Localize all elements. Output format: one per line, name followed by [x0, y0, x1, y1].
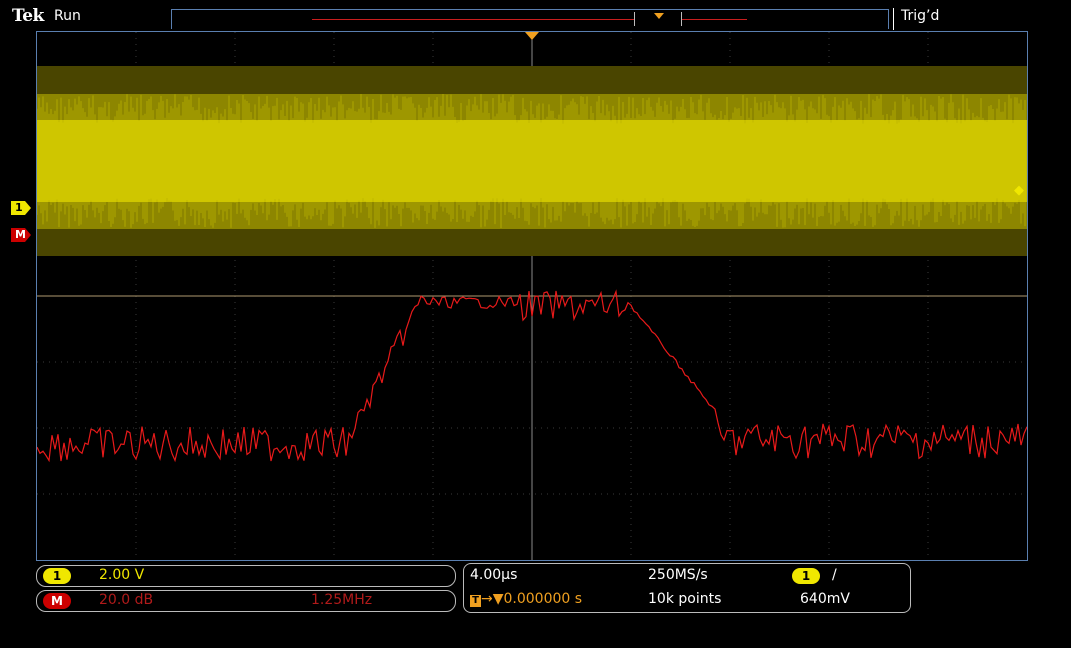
- record-line: [312, 19, 747, 20]
- math-span: 1.25MHz: [311, 592, 373, 608]
- math-ground-marker[interactable]: M: [11, 228, 31, 242]
- record-window-bracket[interactable]: [634, 12, 682, 26]
- waveform-display: [37, 32, 1027, 560]
- brand-logo: Tek: [12, 6, 44, 26]
- run-state[interactable]: Run: [54, 8, 81, 24]
- graticule: [36, 31, 1028, 561]
- horizontal-delay: T →▼0.000000 s: [470, 591, 582, 607]
- trigger-t-icon: T: [470, 595, 481, 607]
- math-scale: 20.0 dB: [99, 592, 154, 608]
- record-view-bar[interactable]: [171, 9, 889, 29]
- ch1-readout[interactable]: 1 2.00 V: [36, 565, 456, 587]
- ch1-noise-texture: [37, 94, 1026, 228]
- ch1-scale: 2.00 V: [99, 567, 145, 583]
- horizontal-readout-panel[interactable]: 4.00µs 250MS/s 1 / T →▼0.000000 s 10k poi…: [463, 563, 911, 613]
- vertical-readout-panel: 1 2.00 V M 20.0 dB 1.25MHz: [36, 565, 461, 613]
- trigger-position-icon: [654, 13, 664, 19]
- channel1-ground-marker[interactable]: 1: [11, 201, 31, 215]
- math-badge: M: [43, 593, 71, 609]
- delay-value: →▼0.000000 s: [481, 591, 583, 607]
- trigger-state: Trig’d: [893, 8, 1013, 30]
- sample-rate: 250MS/s: [648, 567, 708, 583]
- trigger-level: 640mV: [800, 591, 850, 607]
- status-bar: Tek Run Trig’d: [0, 0, 1071, 30]
- trigger-source-badge: 1: [792, 568, 820, 584]
- time-per-div: 4.00µs: [470, 567, 518, 583]
- ch1-noise-band-core: [37, 120, 1027, 202]
- trigger-level-marker-icon[interactable]: ◆: [1014, 183, 1024, 198]
- trigger-position-marker-icon[interactable]: [525, 32, 539, 40]
- math-fft-trace: [37, 289, 1027, 463]
- record-length: 10k points: [648, 591, 722, 607]
- trigger-slope-icon: /: [832, 567, 837, 583]
- ch1-badge: 1: [43, 568, 71, 584]
- math-readout[interactable]: M 20.0 dB 1.25MHz: [36, 590, 456, 612]
